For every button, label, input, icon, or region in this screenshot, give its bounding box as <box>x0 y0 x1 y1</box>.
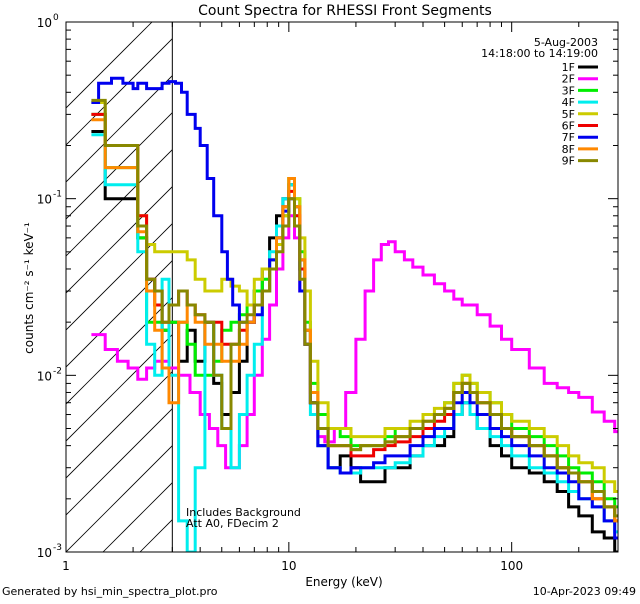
hatch-line <box>66 371 173 479</box>
y-tick-exponent: -2 <box>53 366 62 376</box>
x-axis-label: Energy (keV) <box>305 575 382 589</box>
legend-label-6F: 6F <box>562 120 575 133</box>
hatch-line <box>66 149 173 257</box>
x-tick-label: 10 <box>281 559 296 573</box>
series-layer <box>91 76 618 552</box>
series-line-4F <box>91 133 618 552</box>
annotation-background: Includes Background <box>186 506 301 519</box>
legend-label-4F: 4F <box>562 96 575 109</box>
y-tick-exponent: 0 <box>53 13 59 23</box>
legend-time-range: 14:18:00 to 14:19:00 <box>481 47 598 60</box>
legend-date: 5-Aug-2003 <box>534 36 598 49</box>
y-tick-label: 10 <box>37 369 52 383</box>
legend-label-8F: 8F <box>562 143 575 156</box>
y-tick-exponent: -1 <box>53 190 62 200</box>
y-tick-label: 10 <box>37 16 52 30</box>
hatch-line <box>66 408 173 516</box>
hatch-line <box>66 297 173 405</box>
legend-label-2F: 2F <box>562 73 575 86</box>
hatch-line <box>66 22 153 109</box>
y-tick-label: 10 <box>37 546 52 560</box>
legend-label-7F: 7F <box>562 131 575 144</box>
plot-frame <box>65 21 619 553</box>
series-line-5F <box>91 101 618 493</box>
legend-label-5F: 5F <box>562 108 575 121</box>
series-line-2F <box>91 214 618 470</box>
series-line-9F <box>91 98 618 518</box>
x-tick-label: 100 <box>500 559 523 573</box>
hatch-line <box>251 0 640 552</box>
legend-label-1F: 1F <box>562 61 575 74</box>
hatch-line <box>66 38 173 146</box>
y-tick-label: 10 <box>37 193 52 207</box>
annotation-attenuator: Att A0, FDecim 2 <box>186 517 279 530</box>
legend-label-3F: 3F <box>562 84 575 97</box>
chart-title: Count Spectra for RHESSI Front Segments <box>198 3 492 19</box>
hatch-line <box>66 186 173 294</box>
footer-timestamp: 10-Apr-2023 09:49 <box>533 585 636 598</box>
legend-label-9F: 9F <box>562 155 575 168</box>
footer-generated-by: Generated by hsi_min_spectra_plot.pro <box>2 585 218 598</box>
x-tick-label: 1 <box>62 559 70 573</box>
y-axis-label: counts cm⁻² s⁻¹ keV⁻¹ <box>22 222 36 354</box>
hatch-line <box>66 445 173 552</box>
y-tick-exponent: -3 <box>53 543 62 553</box>
